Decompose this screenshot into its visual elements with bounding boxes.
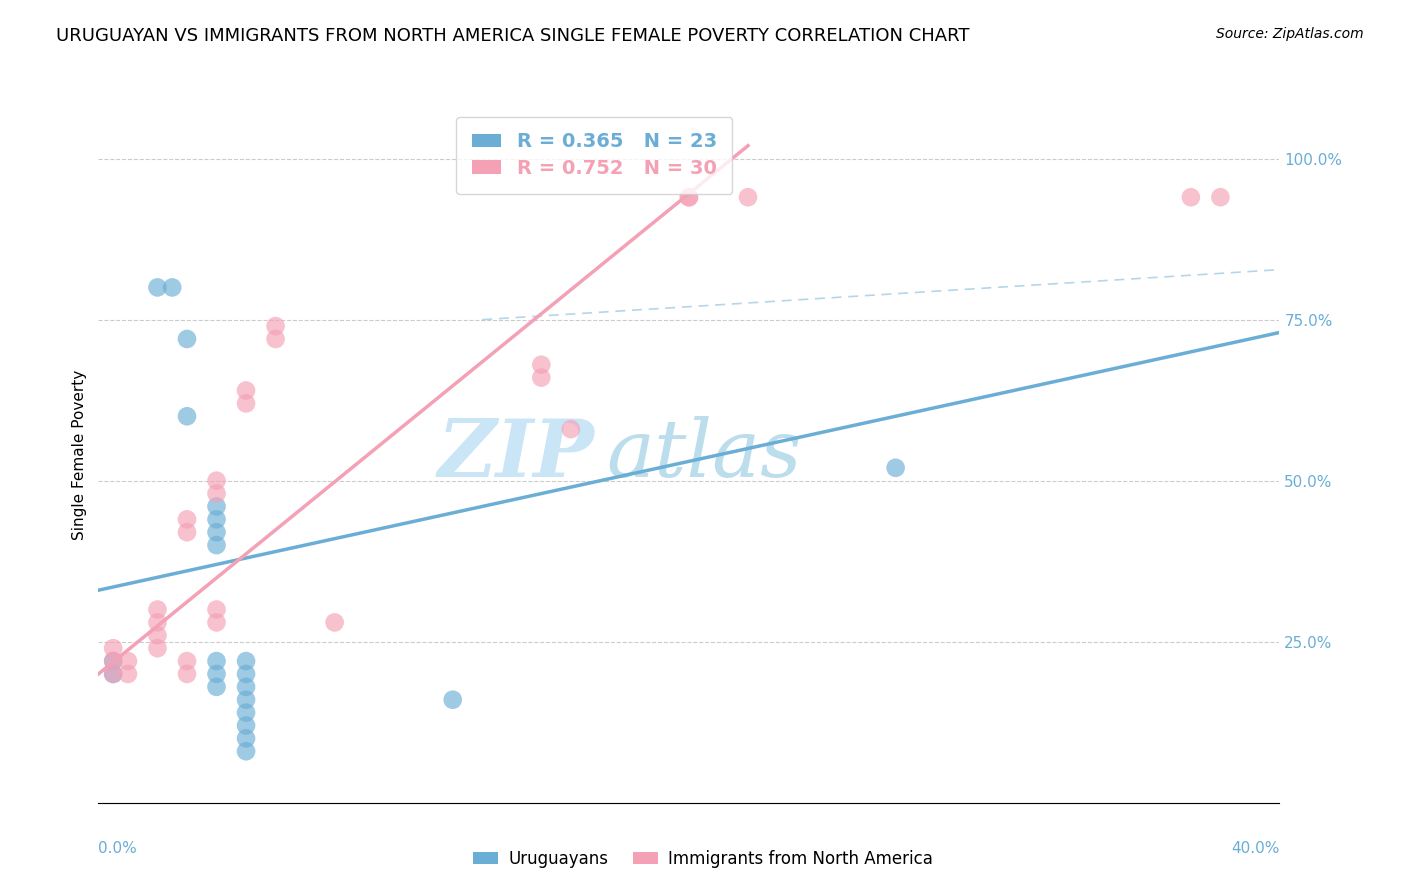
Point [205,474,228,488]
Point [205,654,228,668]
Point [162,280,183,294]
Point [117,667,139,681]
Point [103,654,125,668]
Point [176,667,198,681]
Point [678,190,700,204]
Point [235,692,257,706]
Point [235,744,257,758]
Text: URUGUAYAN VS IMMIGRANTS FROM NORTH AMERICA SINGLE FEMALE POVERTY CORRELATION CHA: URUGUAYAN VS IMMIGRANTS FROM NORTH AMERI… [56,27,970,45]
Point [235,396,257,410]
Text: 40.0%: 40.0% [1232,841,1279,856]
Point [176,525,198,540]
Point [560,422,582,436]
Point [264,332,287,346]
Point [146,602,169,616]
Point [1180,190,1202,204]
Y-axis label: Single Female Poverty: Single Female Poverty [72,370,87,540]
Point [103,654,125,668]
Point [205,486,228,500]
Point [235,706,257,720]
Point [205,500,228,514]
Point [205,615,228,630]
Point [264,319,287,334]
Point [235,384,257,398]
Point [235,731,257,746]
Point [176,332,198,346]
Point [103,667,125,681]
Text: Source: ZipAtlas.com: Source: ZipAtlas.com [1216,27,1364,41]
Point [235,718,257,732]
Point [205,538,228,552]
Point [530,370,553,384]
Point [205,512,228,526]
Text: atlas: atlas [606,417,801,493]
Point [530,358,553,372]
Point [146,280,169,294]
Point [117,654,139,668]
Point [235,680,257,694]
Point [235,667,257,681]
Point [205,680,228,694]
Point [205,602,228,616]
Legend: Uruguayans, Immigrants from North America: Uruguayans, Immigrants from North Americ… [467,844,939,875]
Point [103,641,125,656]
Point [235,654,257,668]
Point [176,512,198,526]
Legend: R = 0.365   N = 23, R = 0.752   N = 30: R = 0.365 N = 23, R = 0.752 N = 30 [457,117,733,194]
Point [146,628,169,642]
Point [884,460,907,475]
Point [146,615,169,630]
Point [176,409,198,424]
Point [205,667,228,681]
Point [176,654,198,668]
Point [1209,190,1232,204]
Point [441,692,464,706]
Text: 0.0%: 0.0% [98,841,138,856]
Point [205,525,228,540]
Point [737,190,759,204]
Point [103,667,125,681]
Point [678,190,700,204]
Point [146,641,169,656]
Text: ZIP: ZIP [437,417,595,493]
Point [323,615,346,630]
